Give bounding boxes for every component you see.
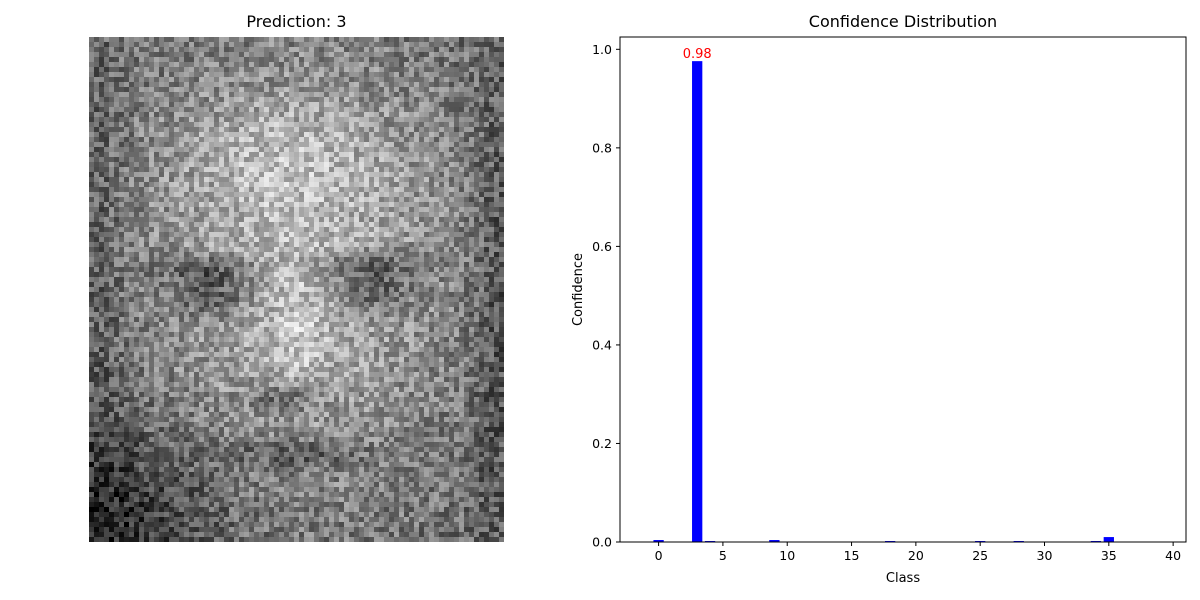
x-tick-label: 20	[908, 548, 924, 563]
x-tick-label: 30	[1037, 548, 1053, 563]
annotation-group: 0.98	[683, 47, 712, 62]
x-axis-label: Class	[886, 571, 920, 586]
x-ticks: 0 5 10 15 20 25 30 35 40	[655, 542, 1181, 563]
axes-frame	[619, 36, 1187, 543]
y-tick-label: 0.6	[592, 239, 612, 254]
predicted-face-image	[89, 37, 504, 542]
y-tick-label: 0.8	[592, 140, 612, 155]
bar-class-3	[692, 61, 703, 542]
y-ticks: 0.0 0.2 0.4 0.6 0.8 1.0	[592, 42, 620, 550]
x-tick-label: 0	[655, 548, 663, 563]
y-tick-label: 0.2	[592, 436, 612, 451]
bars-group	[653, 61, 1166, 542]
x-tick-label: 40	[1165, 548, 1181, 563]
bar-class-0	[653, 540, 664, 542]
chart-title: Confidence Distribution	[808, 12, 998, 31]
bar-class-35	[1103, 537, 1114, 542]
image-title: Prediction: 3	[246, 12, 347, 31]
x-tick-label: 15	[844, 548, 860, 563]
y-tick-label: 0.0	[592, 535, 612, 550]
bar-value-label: 0.98	[683, 47, 712, 62]
x-tick-label: 10	[779, 548, 795, 563]
x-tick-label: 25	[972, 548, 988, 563]
y-tick-label: 1.0	[592, 42, 612, 57]
y-tick-label: 0.4	[592, 337, 612, 352]
bar-class-9	[769, 540, 780, 542]
x-tick-label: 35	[1101, 548, 1117, 563]
x-tick-label: 5	[719, 548, 727, 563]
y-axis-label: Confidence	[571, 253, 586, 326]
